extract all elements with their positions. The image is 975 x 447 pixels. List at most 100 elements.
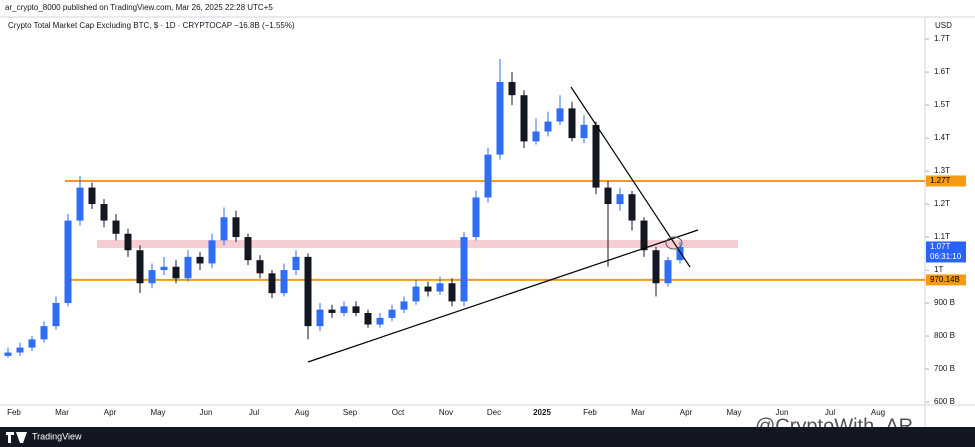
candle-body <box>436 283 444 292</box>
x-tick-label: Jul <box>249 408 259 417</box>
candle-body <box>76 187 84 221</box>
candle-body <box>244 237 252 261</box>
x-tick-label: Jul <box>825 408 835 417</box>
candle-body <box>568 108 576 139</box>
y-tick-label: 1.2T <box>934 199 950 208</box>
x-tick-label: Mar <box>55 408 69 417</box>
chart-title: Crypto Total Market Cap Excluding BTC, $… <box>8 21 295 30</box>
candle-body <box>268 273 276 294</box>
price-tag-label: 1.27T <box>930 176 951 185</box>
y-tick-label: 1.6T <box>934 67 950 76</box>
x-tick-label: Nov <box>439 408 453 417</box>
last-price-tag <box>926 241 966 263</box>
candle-body <box>364 312 372 325</box>
y-tick-label: 1T <box>934 265 943 274</box>
candle-body <box>328 309 336 313</box>
trendline <box>307 229 699 363</box>
y-tick-label: 1.7T <box>934 34 950 43</box>
x-tick-label: Mar <box>631 408 645 417</box>
candle-body <box>664 260 672 284</box>
candle-body <box>100 204 108 221</box>
candle-body <box>340 306 348 313</box>
x-tick-label: Aug <box>295 408 309 417</box>
price-tag <box>926 175 966 187</box>
price-tag <box>926 274 966 286</box>
y-tick-label: 600 B <box>934 397 955 406</box>
candle-body <box>124 233 132 251</box>
candle-body <box>88 187 96 205</box>
candle-body <box>196 256 204 264</box>
candle-body <box>136 250 144 284</box>
x-tick-label: Dec <box>487 408 501 417</box>
candle-body <box>652 250 660 284</box>
candle-body <box>16 347 24 353</box>
candle-body <box>184 256 192 279</box>
countdown: 06:31:10 <box>930 252 962 261</box>
logo <box>6 432 27 443</box>
candle-body <box>400 301 408 310</box>
y-tick-label: 1.3T <box>934 166 950 175</box>
zone <box>97 240 738 248</box>
axis-unit: USD <box>935 21 952 30</box>
candle-body <box>604 187 612 205</box>
candle-body <box>424 286 432 292</box>
candle-body <box>292 256 300 271</box>
x-tick-label: Sep <box>343 408 358 417</box>
candle-body <box>376 317 384 325</box>
y-tick-label: 1.4T <box>934 133 950 142</box>
y-tick-label: 1.1T <box>934 232 950 241</box>
y-tick-label: 900 B <box>934 298 955 307</box>
footer: TradingView <box>32 431 82 441</box>
candle-body <box>52 303 60 327</box>
candle-body <box>112 220 120 234</box>
candle-body <box>64 220 72 304</box>
candle-body <box>40 326 48 340</box>
candle-body <box>580 124 588 139</box>
candle-body <box>628 194 636 221</box>
candle-body <box>220 217 228 241</box>
candle-body <box>172 266 180 279</box>
x-tick-label: Apr <box>104 408 117 417</box>
y-tick-label: 800 B <box>934 331 955 340</box>
candle-body <box>4 352 12 356</box>
candle-body <box>496 81 504 155</box>
candle-body <box>460 237 468 302</box>
candle-body <box>676 246 684 261</box>
candle-body <box>304 256 312 327</box>
candle-body <box>556 108 564 122</box>
x-tick-label: May <box>726 408 741 417</box>
candle-body <box>232 217 240 238</box>
trendline <box>570 86 691 268</box>
candle-body <box>412 286 420 302</box>
x-tick-label: Jun <box>776 408 789 417</box>
candle-body <box>484 154 492 198</box>
x-tick-label: Oct <box>392 408 405 417</box>
x-tick-label: 2025 <box>533 408 551 417</box>
y-tick-label: 1.5T <box>934 100 950 109</box>
candle-body <box>208 240 216 264</box>
candle-body <box>592 124 600 188</box>
candle-body <box>352 306 360 313</box>
candle-body <box>280 270 288 294</box>
candle-body <box>256 260 264 274</box>
x-tick-label: Feb <box>583 408 597 417</box>
candle-body <box>448 283 456 302</box>
highlight-circle <box>665 236 683 250</box>
y-tick-label: 700 B <box>934 364 955 373</box>
footer-bar <box>0 427 975 447</box>
candle-body <box>640 220 648 251</box>
candle-body <box>520 95 528 142</box>
candle-body <box>472 197 480 238</box>
candle-body <box>544 121 552 132</box>
x-tick-label: May <box>150 408 165 417</box>
candle-body <box>532 131 540 142</box>
candle-body <box>508 81 516 96</box>
x-tick-label: Feb <box>7 408 21 417</box>
header: ar_crypto_8000 published on TradingView.… <box>5 3 273 12</box>
candle-body <box>388 309 396 318</box>
candle-body <box>160 266 168 271</box>
last-price-label: 1.07T <box>930 242 951 251</box>
candle-body <box>148 270 156 284</box>
